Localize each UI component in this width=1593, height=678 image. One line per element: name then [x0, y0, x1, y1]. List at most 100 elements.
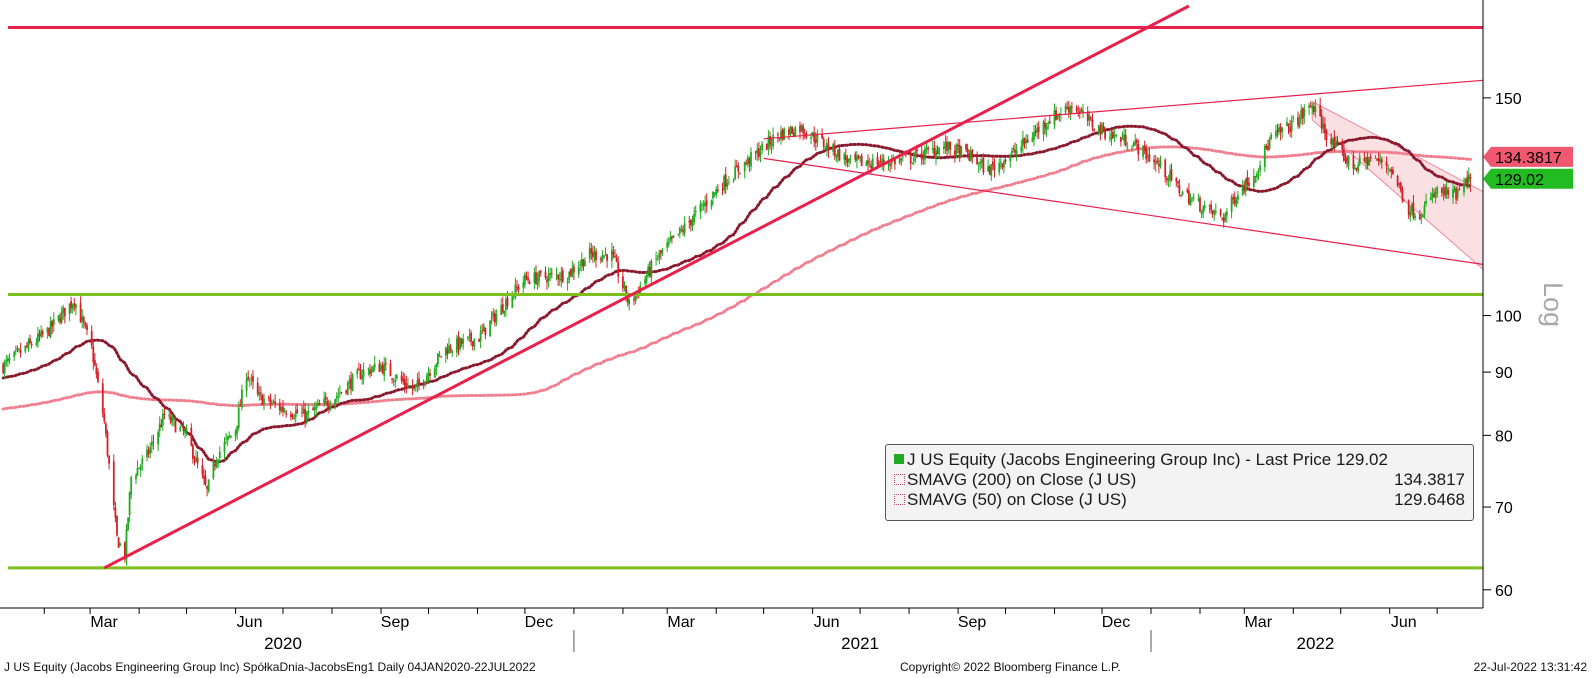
candle: [46, 327, 49, 339]
candle: [827, 137, 830, 158]
candle-body: [1011, 150, 1013, 154]
candle: [982, 153, 985, 176]
candle: [402, 372, 405, 385]
candle: [990, 164, 993, 181]
candle: [1055, 106, 1057, 121]
candle: [384, 357, 387, 371]
candle: [622, 270, 624, 293]
candle-body: [1086, 112, 1089, 122]
candle: [1169, 164, 1171, 187]
candle-body: [849, 155, 852, 157]
candle: [92, 339, 95, 370]
candle-body: [478, 339, 480, 342]
trend-line: [763, 79, 1484, 140]
candle-body: [678, 227, 681, 234]
candle: [690, 219, 692, 232]
candle-body: [2, 364, 5, 374]
candle: [1300, 104, 1303, 125]
candle-body: [936, 152, 939, 155]
candle: [936, 145, 939, 155]
candle: [437, 352, 439, 368]
candle-body: [511, 296, 514, 308]
candle: [522, 275, 525, 296]
candle: [1181, 190, 1184, 196]
candle: [433, 365, 436, 379]
candle-body: [1392, 169, 1394, 175]
candle: [1263, 144, 1266, 172]
candle: [1455, 186, 1457, 205]
candle-body: [1064, 105, 1067, 113]
candle: [103, 407, 106, 425]
candle: [954, 144, 956, 163]
candle-body: [75, 304, 77, 309]
candle: [1226, 208, 1228, 223]
candle: [326, 397, 329, 410]
candle: [1075, 104, 1078, 114]
candle: [527, 271, 529, 284]
candle: [416, 373, 419, 393]
candle: [871, 153, 874, 171]
candle: [569, 268, 572, 278]
candle-body: [168, 414, 171, 417]
candle: [582, 258, 585, 271]
candle-body: [267, 397, 270, 398]
candle-body: [1135, 139, 1138, 144]
candle-body: [1126, 147, 1129, 149]
candle-body: [280, 407, 283, 412]
candle: [241, 384, 243, 411]
candle-body: [750, 152, 752, 167]
candle-body: [226, 435, 229, 441]
candle-body: [625, 285, 627, 298]
candle: [1001, 163, 1004, 170]
candle-body: [743, 162, 746, 172]
candle: [754, 150, 757, 160]
candle: [1048, 115, 1051, 124]
candle-body: [1170, 169, 1173, 181]
candle: [426, 372, 428, 383]
candle: [535, 265, 537, 285]
candle: [1143, 140, 1146, 155]
candle: [335, 392, 338, 403]
candle-body: [1153, 159, 1155, 163]
candle-body: [922, 157, 925, 159]
candle-body: [346, 382, 349, 395]
candle-body: [451, 350, 454, 354]
candle: [1009, 153, 1012, 168]
candle-body: [890, 159, 893, 164]
candle: [119, 542, 122, 547]
candle: [324, 392, 327, 405]
candle-body: [271, 403, 273, 405]
axes: 60 70 80 90 100 150 Mar Jun Sep Dec Mar Jun Sep Dec Ma…: [0, 0, 1522, 653]
candle: [544, 266, 547, 280]
candle: [732, 178, 735, 184]
candle: [988, 164, 991, 175]
candle: [378, 359, 381, 372]
candle-body: [207, 479, 210, 492]
candle-body: [283, 411, 286, 413]
candle-body: [1025, 140, 1027, 143]
candle: [247, 370, 250, 382]
candle: [150, 435, 153, 454]
candle-body: [92, 346, 95, 363]
candle: [1325, 129, 1328, 147]
candle-body: [716, 189, 719, 192]
candle-body: [269, 397, 272, 404]
candle-body: [63, 307, 66, 317]
candle-body: [237, 407, 240, 429]
candle-body: [128, 492, 131, 516]
candle: [603, 254, 605, 259]
candle: [1243, 180, 1246, 195]
candle-body: [95, 367, 98, 375]
tag-label: 129.02: [1495, 172, 1544, 189]
candle-body: [516, 287, 518, 288]
candle-body: [467, 336, 469, 339]
candle-body: [444, 347, 447, 356]
candle: [593, 246, 596, 263]
candle-body: [838, 148, 841, 161]
candle-body: [1322, 123, 1325, 129]
candle-body: [754, 151, 757, 153]
candle-body: [60, 311, 63, 323]
candle: [924, 145, 926, 165]
candle-body: [699, 203, 702, 213]
tag-label: 134.3817: [1495, 150, 1562, 167]
